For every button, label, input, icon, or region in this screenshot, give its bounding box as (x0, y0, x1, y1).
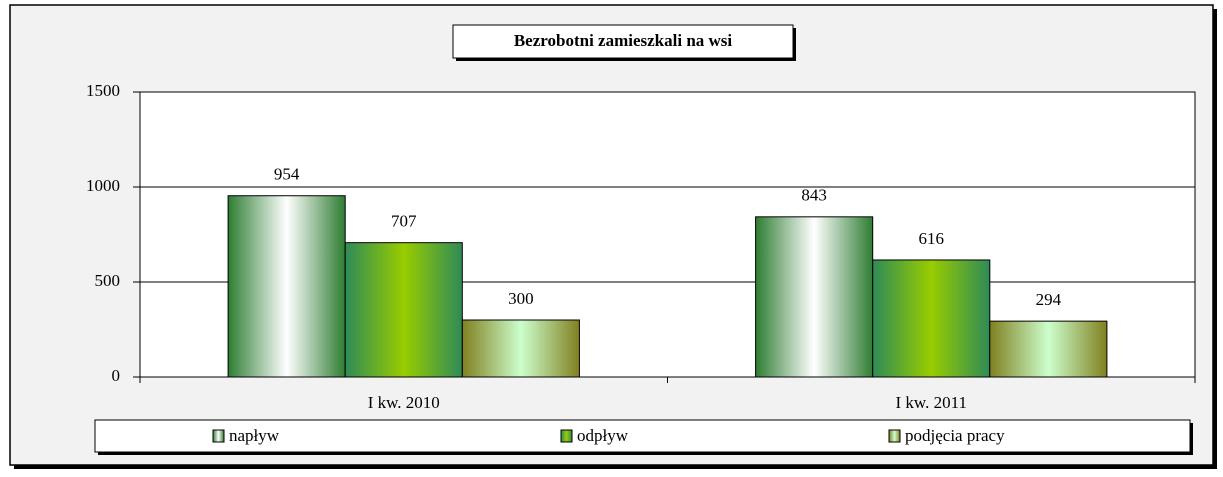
bar (227, 195, 346, 378)
y-tick-label: 1500 (86, 81, 120, 100)
legend-label: napływ (229, 426, 280, 445)
bar (755, 216, 874, 378)
y-tick-label: 500 (95, 271, 121, 290)
data-label: 616 (919, 229, 945, 248)
legend-label: podjęcia pracy (905, 426, 1005, 445)
legend-swatch (560, 429, 573, 443)
y-tick-label: 1000 (86, 176, 120, 195)
data-label: 707 (391, 212, 417, 231)
data-label: 294 (1036, 290, 1062, 309)
bar (344, 242, 463, 378)
x-tick-label: I kw. 2010 (368, 393, 440, 412)
title-box (452, 24, 794, 59)
legend-swatch (888, 429, 901, 443)
data-label: 954 (274, 165, 300, 184)
chart-title: Bezrobotni zamieszkali na wsi (514, 31, 733, 50)
bar (872, 259, 991, 378)
bar (461, 319, 580, 378)
legend-swatch (212, 429, 225, 443)
y-tick-label: 0 (112, 366, 121, 385)
data-label: 300 (508, 289, 534, 308)
bar (989, 320, 1108, 378)
legend-label: odpływ (577, 426, 629, 445)
x-tick-label: I kw. 2011 (896, 393, 967, 412)
legend-box (94, 419, 1191, 453)
data-label: 843 (801, 186, 827, 205)
